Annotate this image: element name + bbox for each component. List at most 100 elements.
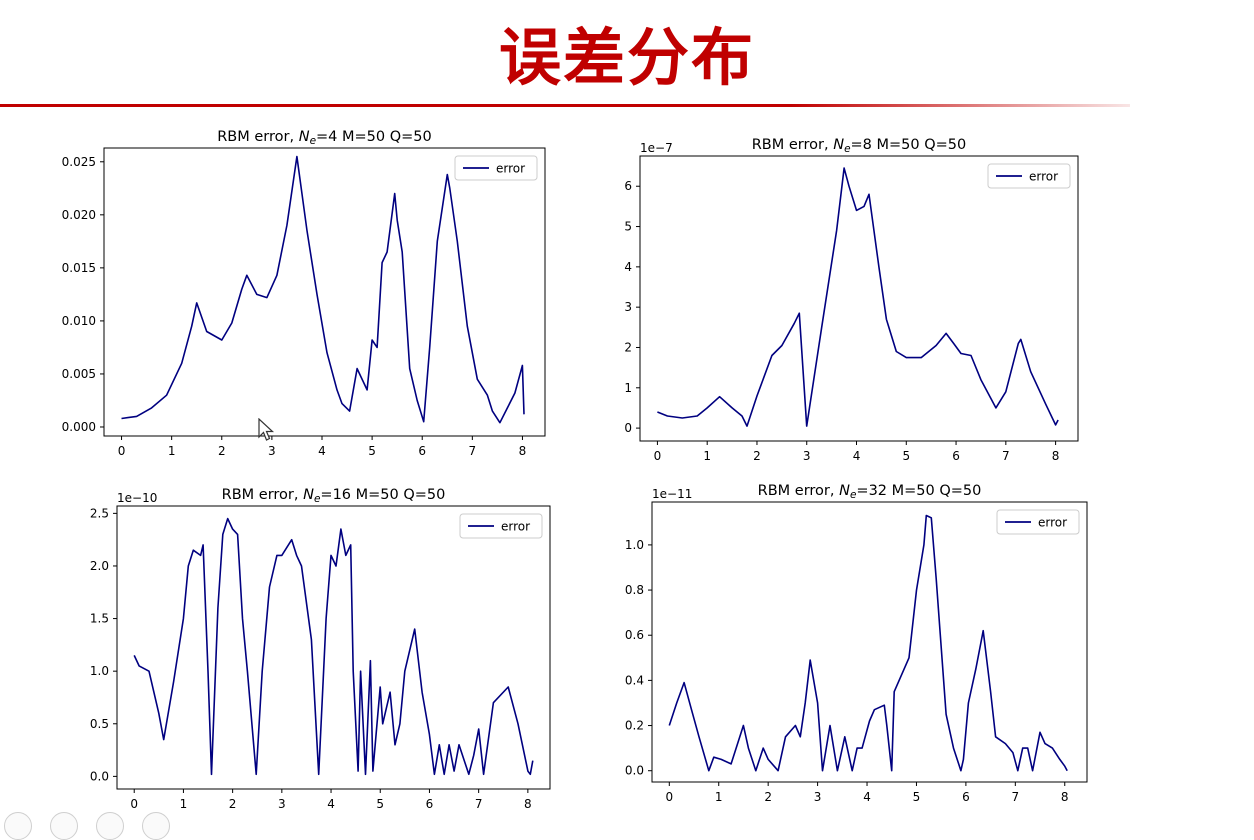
y-tick-label: 0.6: [625, 628, 644, 642]
legend-box: [459, 513, 543, 539]
chart-svg: RBM error, Ne=16 M=50 Q=50 1e−10 0 1 2 3 4 5 6 7 8…: [90, 487, 551, 811]
axes-frame: [639, 155, 1079, 442]
y-offset-label: 1e−7: [640, 141, 673, 155]
y-tick-label: 4: [624, 260, 632, 274]
axes-frame: [103, 147, 546, 437]
x-tick-label: 0: [118, 444, 126, 458]
x-tick-label: 3: [814, 790, 822, 804]
y-tick-label: 2: [624, 340, 632, 354]
chart-title: RBM error, Ne=32 M=50 Q=50: [758, 483, 982, 501]
chart-ne8: RBM error, Ne=8 M=50 Q=50 1e−7 0 1 2 3 4 5 6 7 8 0 1…: [590, 128, 1082, 468]
axes-frame: [116, 505, 551, 790]
chart-svg: RBM error, Ne=8 M=50 Q=50 1e−7 0 1 2 3 4 5 6 7 8 0 1…: [624, 137, 1079, 463]
y-offset-label: 1e−11: [652, 487, 692, 501]
y-tick-label: 0.5: [90, 717, 109, 731]
chart-title: RBM error, Ne=8 M=50 Q=50: [752, 137, 967, 155]
y-offset-label: 1e−10: [117, 491, 157, 505]
x-tick-label: 0: [130, 797, 138, 811]
legend-box: [996, 509, 1080, 535]
y-tick-label: 1: [624, 381, 632, 395]
error-series-line: [657, 167, 1059, 427]
x-tick-label: 5: [913, 790, 921, 804]
x-tick-label: 8: [1061, 790, 1069, 804]
x-tick-label: 2: [764, 790, 772, 804]
x-tick-label: 5: [902, 449, 910, 463]
x-tick-label: 8: [524, 797, 532, 811]
legend: error: [454, 155, 538, 181]
x-tick-label: 2: [753, 449, 761, 463]
x-tick-label: 7: [469, 444, 477, 458]
nav-back-icon[interactable]: [4, 812, 32, 840]
x-tick-label: 7: [1002, 449, 1010, 463]
x-tick-label: 3: [803, 449, 811, 463]
chart-ne16: RBM error, Ne=16 M=50 Q=50 1e−10 0 1 2 3 4 5 6 7 8…: [62, 478, 552, 818]
chart-title: RBM error, Ne=16 M=50 Q=50: [222, 487, 446, 505]
axes-frame: [651, 501, 1088, 783]
legend-label: error: [1038, 516, 1067, 530]
chart-ne4: RBM error, Ne=4 M=50 Q=50 0 1 2 3 4 5 6 7 8 0.000 0…: [48, 122, 548, 467]
y-tick-label: 5: [624, 220, 632, 234]
chart-svg: RBM error, Ne=32 M=50 Q=50 1e−11 0 1 2 3 4 5 6 7 8…: [625, 483, 1088, 804]
nav-menu-icon[interactable]: [50, 812, 78, 840]
chart-title: RBM error, Ne=4 M=50 Q=50: [217, 129, 432, 147]
legend-label: error: [496, 162, 525, 176]
x-tick-label: 2: [229, 797, 237, 811]
x-tick-label: 8: [1052, 449, 1060, 463]
y-tick-label: 0.0: [625, 764, 644, 778]
x-tick-label: 0: [654, 449, 662, 463]
slide-title: 误差分布: [498, 21, 755, 94]
x-tick-label: 8: [519, 444, 527, 458]
y-tick-label: 0.0: [90, 769, 109, 783]
nav-more-icon[interactable]: [142, 812, 170, 840]
y-tick-label: 0.025: [62, 155, 96, 169]
x-tick-label: 4: [853, 449, 861, 463]
y-tick-label: 0.020: [62, 208, 96, 222]
y-tick-label: 0.4: [625, 673, 644, 687]
x-tick-label: 3: [268, 444, 276, 458]
x-tick-label: 6: [952, 449, 960, 463]
legend-box: [987, 163, 1071, 189]
x-tick-label: 5: [368, 444, 376, 458]
x-tick-label: 6: [962, 790, 970, 804]
y-tick-label: 0.000: [62, 420, 96, 434]
title-underline: [0, 104, 1130, 107]
error-series-line: [121, 155, 525, 424]
y-tick-label: 0.015: [62, 261, 96, 275]
chart-svg: RBM error, Ne=4 M=50 Q=50 0 1 2 3 4 5 6 7 8 0.000 0…: [62, 129, 546, 458]
x-tick-label: 3: [278, 797, 286, 811]
y-tick-label: 1.0: [90, 664, 109, 678]
x-tick-label: 6: [418, 444, 426, 458]
legend: error: [987, 163, 1071, 189]
y-tick-label: 2.0: [90, 559, 109, 573]
x-tick-label: 5: [376, 797, 384, 811]
y-tick-label: 0.005: [62, 367, 96, 381]
legend: error: [459, 513, 543, 539]
y-tick-label: 1.0: [625, 538, 644, 552]
y-tick-label: 1.5: [90, 612, 109, 626]
x-tick-label: 4: [318, 444, 326, 458]
x-tick-label: 0: [665, 790, 673, 804]
x-tick-label: 7: [1012, 790, 1020, 804]
nav-zoom-icon[interactable]: [96, 812, 124, 840]
x-tick-label: 1: [180, 797, 188, 811]
slide-nav-controls: [4, 812, 170, 840]
mouse-cursor-icon: [258, 418, 275, 441]
error-series-line: [133, 517, 534, 776]
x-tick-label: 1: [168, 444, 176, 458]
x-tick-label: 4: [863, 790, 871, 804]
legend-label: error: [1029, 170, 1058, 184]
error-series-line: [668, 514, 1068, 772]
y-tick-label: 0.2: [625, 719, 644, 733]
legend: error: [996, 509, 1080, 535]
x-tick-label: 6: [426, 797, 434, 811]
y-tick-label: 0.010: [62, 314, 96, 328]
y-tick-label: 2.5: [90, 506, 109, 520]
legend-box: [454, 155, 538, 181]
chart-ne32: RBM error, Ne=32 M=50 Q=50 1e−11 0 1 2 3 4 5 6 7 8…: [600, 475, 1092, 810]
legend-label: error: [501, 520, 530, 534]
y-tick-label: 3: [624, 300, 632, 314]
x-tick-label: 1: [703, 449, 711, 463]
y-tick-label: 6: [624, 179, 632, 193]
x-tick-label: 7: [475, 797, 483, 811]
x-tick-label: 1: [715, 790, 723, 804]
